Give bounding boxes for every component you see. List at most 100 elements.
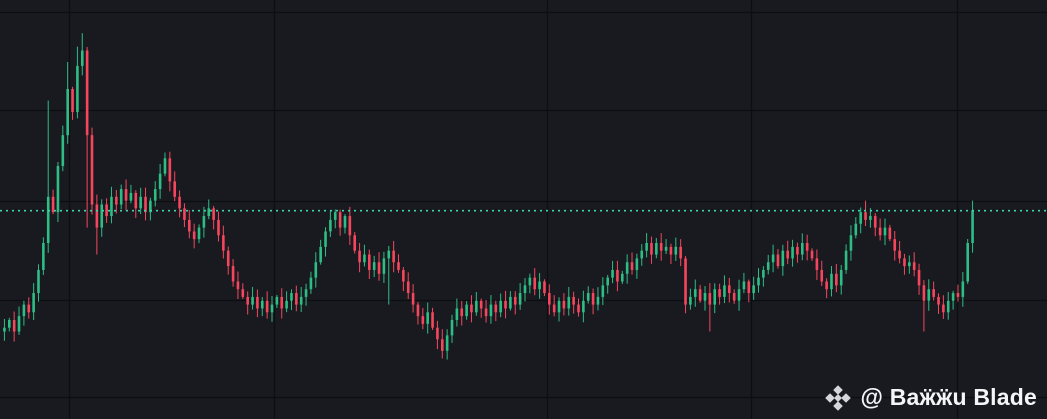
- candle-body: [406, 281, 410, 294]
- candle-body: [416, 304, 420, 317]
- candle-body: [333, 212, 337, 220]
- candle-body: [825, 281, 828, 290]
- candle-body: [557, 300, 561, 313]
- candle-body: [776, 254, 780, 267]
- candle-body: [655, 243, 658, 255]
- candle-body: [961, 281, 965, 297]
- candle-body: [869, 216, 872, 220]
- candle-body: [971, 210, 974, 243]
- candle-body: [966, 243, 970, 282]
- candle-body: [90, 135, 94, 205]
- candle-body: [922, 285, 926, 301]
- candle-body: [878, 227, 882, 236]
- candle-body: [805, 243, 809, 251]
- candle-body: [888, 227, 892, 240]
- candle-body: [246, 296, 249, 305]
- candle-body: [835, 273, 838, 286]
- candle-body: [465, 304, 468, 317]
- candle-body: [791, 246, 794, 259]
- candle-body: [903, 258, 906, 267]
- candle-body: [436, 327, 439, 340]
- candle-body: [51, 196, 55, 213]
- candle-body: [956, 293, 960, 297]
- candle-body: [265, 300, 269, 313]
- candle-body: [674, 246, 678, 255]
- candle-body: [800, 243, 804, 255]
- candle-body: [523, 285, 527, 294]
- candle-body: [723, 285, 726, 297]
- candle-body: [796, 246, 799, 255]
- candle-body: [222, 235, 225, 251]
- candle-body: [95, 204, 99, 228]
- candle-body: [937, 296, 940, 305]
- candle-body: [202, 216, 206, 228]
- candle-body: [509, 296, 512, 309]
- candle-body: [630, 262, 634, 270]
- candle-body: [440, 339, 444, 351]
- candle-body: [951, 293, 955, 301]
- candle-body: [22, 304, 26, 317]
- candle-body: [285, 300, 288, 309]
- candle-body: [358, 250, 361, 263]
- candle-body: [718, 289, 721, 297]
- candle-body: [625, 262, 629, 274]
- candle-body: [693, 289, 697, 297]
- candle-body: [17, 316, 21, 332]
- candle-body: [742, 281, 746, 290]
- candle-body: [591, 293, 595, 305]
- candle-body: [353, 235, 357, 251]
- candle-body: [183, 208, 186, 220]
- candle-body: [115, 196, 118, 205]
- candle-body: [917, 269, 921, 286]
- candle-body: [76, 65, 79, 113]
- candle-body: [883, 227, 887, 236]
- candle-body: [781, 250, 785, 267]
- candle-body: [397, 262, 400, 270]
- candle-body: [946, 300, 950, 313]
- candle-body: [771, 254, 775, 263]
- candle-body: [577, 304, 580, 313]
- candle-body: [859, 212, 862, 224]
- candle-body: [163, 158, 167, 174]
- candle-body: [319, 246, 322, 263]
- candle-body: [231, 266, 235, 282]
- candle-body: [348, 216, 352, 236]
- candle-body: [119, 189, 123, 205]
- candle-body: [382, 258, 386, 274]
- candle-body: [392, 250, 395, 263]
- candle-body: [479, 300, 483, 309]
- candle-body: [299, 296, 303, 305]
- candle-body: [932, 289, 935, 297]
- candle-body: [455, 308, 459, 320]
- candle-body: [873, 216, 877, 228]
- candle-body: [149, 200, 152, 213]
- candle-body: [100, 204, 104, 228]
- candle-body: [129, 192, 133, 201]
- candle-body: [46, 196, 50, 243]
- candle-body: [650, 243, 653, 255]
- candle-body: [110, 196, 113, 217]
- candle-body: [518, 293, 522, 305]
- candle-body: [27, 304, 31, 313]
- candle-body: [752, 285, 755, 294]
- candle-body: [596, 296, 600, 305]
- candle-body: [402, 269, 405, 282]
- candle-body: [71, 89, 74, 113]
- candle-body: [728, 285, 731, 294]
- candle-body: [582, 300, 585, 313]
- candle-body: [226, 250, 230, 267]
- candle-body: [56, 166, 60, 213]
- candle-body: [124, 189, 128, 201]
- candle-body: [548, 293, 551, 305]
- candle-body: [732, 293, 736, 301]
- candle-body: [178, 196, 181, 209]
- candle-body: [601, 285, 605, 297]
- candle-body: [372, 262, 376, 270]
- candle-body: [942, 304, 945, 313]
- candle-body: [669, 246, 673, 255]
- candle-body: [139, 196, 142, 209]
- candle-body: [912, 262, 916, 270]
- candle-body: [513, 296, 517, 305]
- candle-body: [640, 250, 644, 259]
